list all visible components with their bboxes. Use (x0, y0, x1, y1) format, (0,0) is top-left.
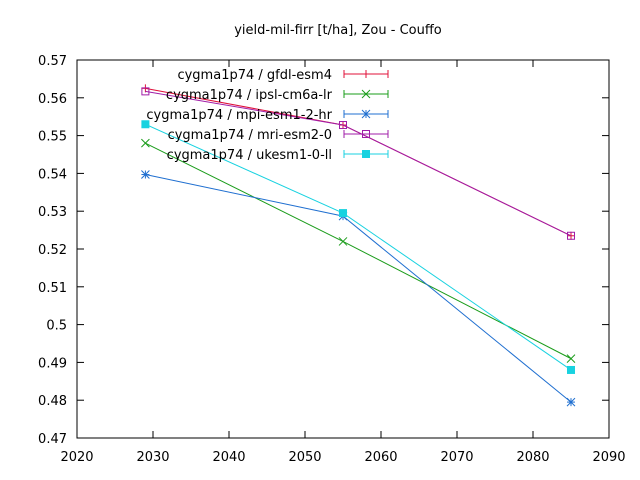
legend-entry: cygma1p74 / ipsl-cm6a-lr (166, 88, 389, 103)
x-tick-label: 2020 (60, 450, 93, 465)
data-point (339, 121, 347, 130)
x-tick-label: 2080 (516, 450, 549, 465)
legend-label: cygma1p74 / ukesm1-0-ll (167, 148, 332, 163)
series-layer (141, 84, 576, 407)
y-tick-label: 0.52 (38, 243, 67, 258)
legend: cygma1p74 / gfdl-esm4 cygma1p74 / ipsl-cm… (146, 68, 389, 163)
legend-marker (361, 109, 371, 119)
y-tick-label: 0.5 (46, 319, 67, 334)
data-point (141, 120, 150, 129)
legend-label: cygma1p74 / mpi-esm1-2-hr (146, 108, 332, 123)
y-tick-label: 0.47 (38, 432, 67, 447)
data-point (141, 170, 150, 179)
y-tick-label: 0.53 (38, 205, 67, 220)
plot-frame (76, 59, 610, 439)
data-point (339, 209, 347, 218)
series-4 (141, 120, 575, 374)
x-tick-label: 2050 (288, 450, 321, 465)
data-point (566, 397, 576, 407)
legend-entry: cygma1p74 / mpi-esm1-2-hr (146, 108, 389, 123)
data-point (566, 354, 576, 363)
series-line (145, 90, 572, 237)
legend-entry: cygma1p74 / gfdl-esm4 (177, 68, 389, 83)
x-tick-label: 2030 (136, 450, 169, 465)
x-tick-label: 2070 (440, 450, 473, 465)
data-point (141, 87, 150, 96)
y-tick-label: 0.56 (38, 92, 67, 107)
legend-entry: cygma1p74 / mri-esm2-0 (168, 128, 389, 143)
y-tick-label: 0.49 (38, 356, 67, 371)
legend-label: cygma1p74 / ipsl-cm6a-lr (166, 88, 333, 103)
x-tick-label: 2060 (364, 450, 397, 465)
y-tick-label: 0.48 (38, 394, 67, 409)
y-tick-label: 0.54 (38, 167, 67, 182)
legend-marker (362, 150, 370, 158)
legend-label: cygma1p74 / mri-esm2-0 (168, 128, 332, 143)
data-point (567, 231, 575, 240)
series-1 (141, 138, 576, 363)
data-point (567, 365, 575, 374)
axis-ticks: 2020 2030 2040 2050 2060 2070 2080 2090 0.47 0.48… (38, 54, 626, 465)
legend-marker (362, 70, 370, 78)
legend-label: cygma1p74 / gfdl-esm4 (177, 68, 332, 83)
y-tick-label: 0.55 (38, 130, 67, 145)
chart-title: yield-mil-firr [t/ha], Zou - Couffo (234, 23, 442, 38)
legend-marker (362, 130, 370, 138)
series-3 (141, 87, 575, 240)
series-line (145, 174, 572, 403)
y-tick-label: 0.51 (38, 281, 67, 296)
y-tick-label: 0.57 (38, 54, 67, 69)
legend-marker (361, 89, 371, 99)
x-tick-label: 2090 (592, 450, 625, 465)
legend-entry: cygma1p74 / ukesm1-0-ll (167, 148, 389, 163)
data-point (141, 138, 150, 148)
x-tick-label: 2040 (212, 450, 245, 465)
data-point (338, 237, 348, 246)
